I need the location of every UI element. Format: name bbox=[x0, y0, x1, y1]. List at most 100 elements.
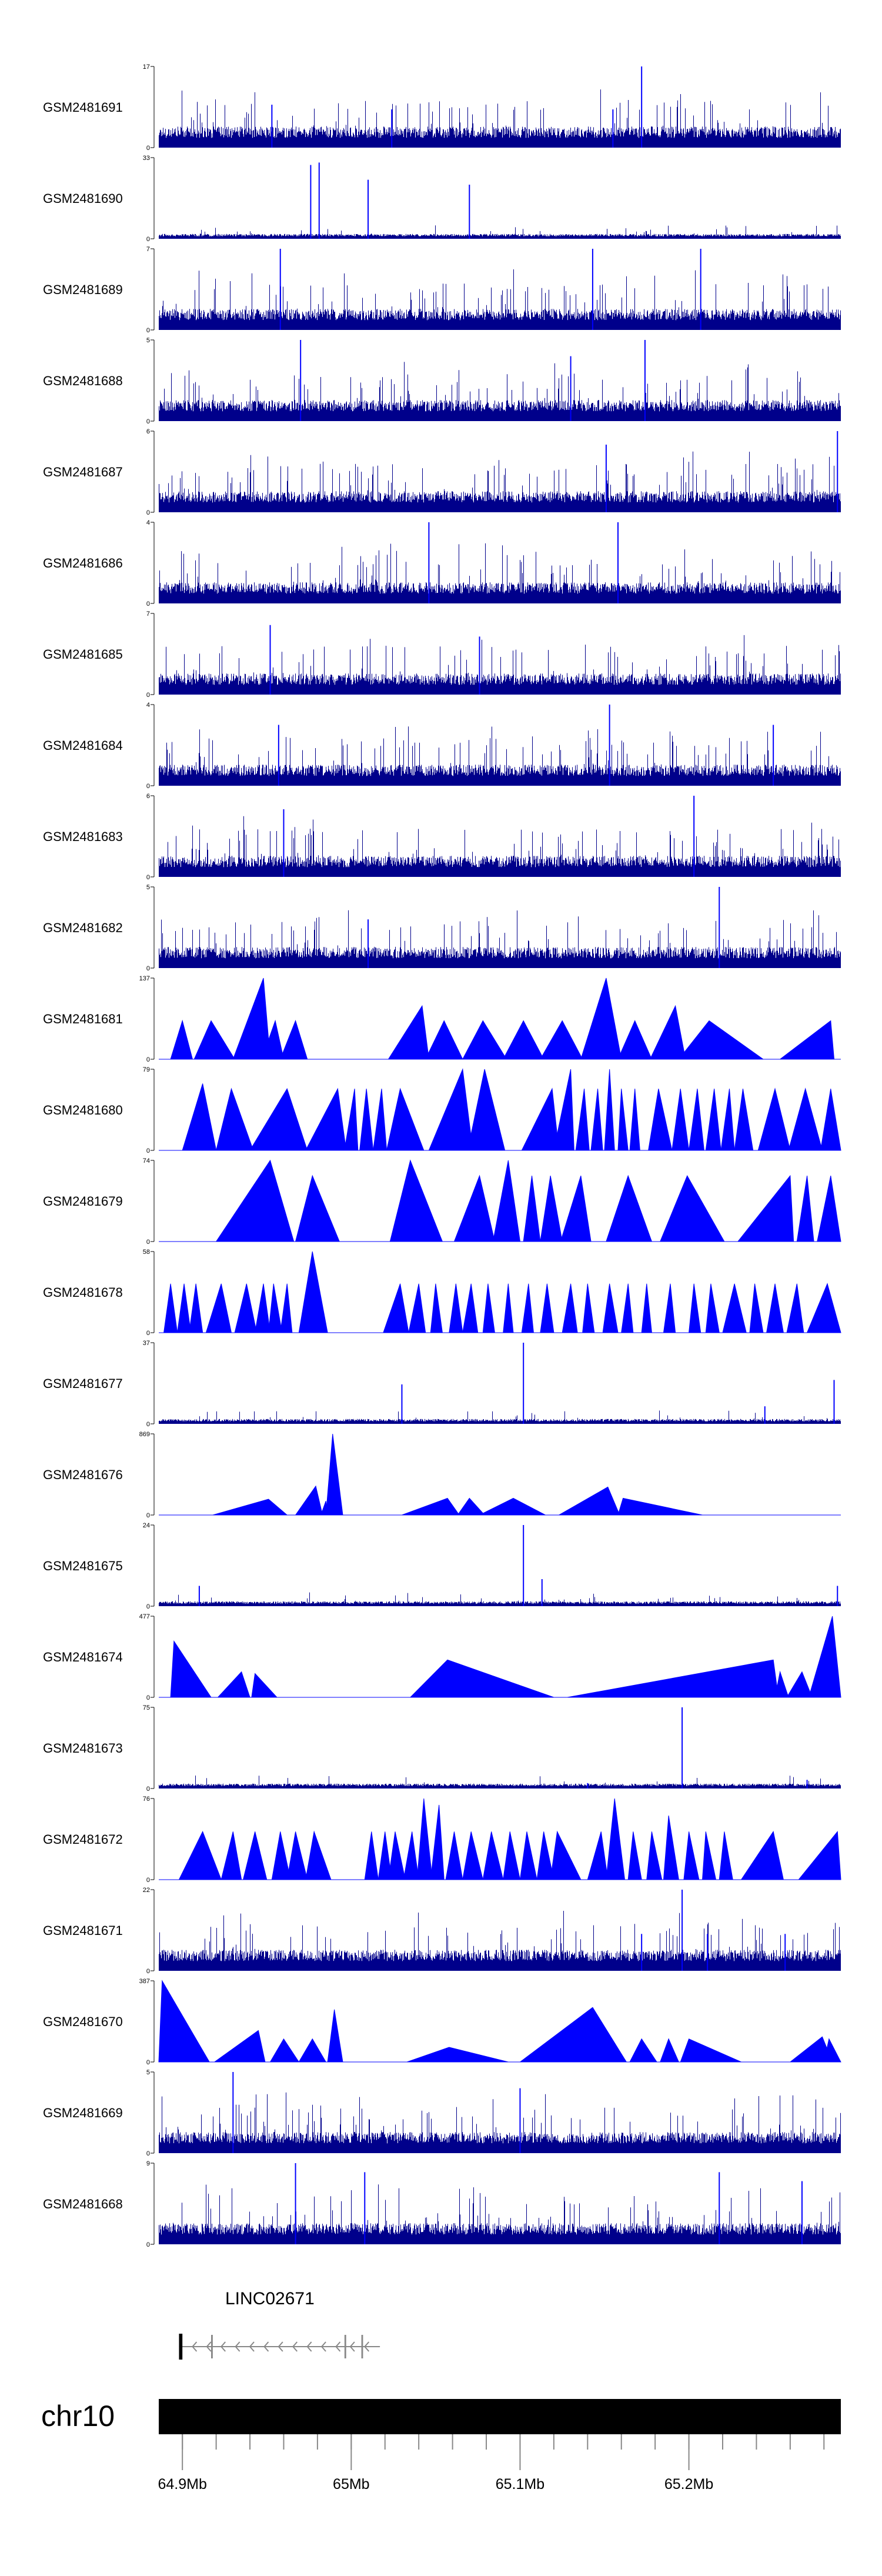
y-max-label: 79 bbox=[143, 1066, 150, 1073]
y-min-label: 0 bbox=[146, 1421, 150, 1428]
y-min-label: 0 bbox=[146, 692, 150, 699]
chromosome-ideogram: chr10 64.9Mb 65Mb 65.1Mb 65.2Mb bbox=[41, 2399, 841, 2492]
coverage-signal bbox=[159, 269, 841, 330]
y-max-label: 5 bbox=[146, 884, 150, 891]
track-label: GSM2481674 bbox=[43, 1650, 123, 1664]
coverage-peak bbox=[163, 1283, 178, 1333]
coverage-peak bbox=[786, 1671, 813, 1698]
track-label: GSM2481680 bbox=[43, 1103, 123, 1117]
y-max-label: 477 bbox=[139, 1613, 150, 1620]
coverage-peak bbox=[627, 1831, 642, 1880]
coverage-peak bbox=[177, 1283, 192, 1333]
coverage-floor bbox=[159, 595, 841, 603]
coverage-peak bbox=[295, 1485, 323, 1516]
y-min-label: 0 bbox=[146, 327, 150, 334]
track-GSM2481682: GSM2481682 5 0 bbox=[43, 884, 841, 972]
y-min-label: 0 bbox=[146, 783, 150, 790]
coverage-peak bbox=[806, 1283, 841, 1333]
coverage-peak bbox=[449, 1283, 463, 1333]
y-min-label: 0 bbox=[146, 236, 150, 243]
coverage-peak bbox=[798, 1830, 841, 1880]
coverage-peak bbox=[663, 1815, 679, 1880]
y-min-label: 0 bbox=[146, 2150, 150, 2157]
y-min-label: 0 bbox=[146, 1603, 150, 1610]
coverage-peak bbox=[387, 1005, 429, 1060]
coverage-floor bbox=[159, 2236, 841, 2244]
y-max-label: 137 bbox=[139, 975, 150, 982]
gene-exon bbox=[179, 2334, 183, 2360]
track-label: GSM2481682 bbox=[43, 920, 123, 935]
coverage-peak bbox=[406, 2047, 509, 2063]
y-max-label: 7 bbox=[146, 246, 150, 253]
y-min-label: 0 bbox=[146, 1239, 150, 1246]
track-GSM2481691: GSM2481691 17 0 bbox=[43, 64, 841, 152]
coverage-floor bbox=[159, 504, 841, 512]
y-max-label: 869 bbox=[139, 1431, 150, 1438]
coverage-signal bbox=[159, 816, 841, 877]
track-GSM2481684: GSM2481684 4 0 bbox=[43, 702, 841, 790]
coverage-peak bbox=[740, 1831, 784, 1880]
coverage-peak bbox=[720, 1089, 735, 1151]
gene-exon bbox=[344, 2335, 346, 2358]
coverage-peak bbox=[215, 1159, 295, 1242]
coverage-peak bbox=[646, 1831, 663, 1880]
y-max-label: 74 bbox=[143, 1157, 150, 1164]
coverage-peak bbox=[182, 1083, 217, 1151]
track-GSM2481675: GSM2481675 24 0 bbox=[43, 1522, 841, 1610]
y-max-label: 58 bbox=[143, 1249, 150, 1256]
coverage-peak bbox=[796, 1176, 814, 1242]
coverage-floor bbox=[159, 139, 841, 148]
coverage-peak bbox=[325, 1433, 343, 1516]
track-label: GSM2481675 bbox=[43, 1559, 123, 1573]
coverage-peak bbox=[671, 1089, 690, 1151]
coverage-peak bbox=[689, 1283, 701, 1333]
axis-tick-label: 65.2Mb bbox=[664, 2476, 713, 2492]
y-max-label: 22 bbox=[143, 1887, 150, 1894]
coverage-floor bbox=[159, 2145, 841, 2153]
coverage-peak bbox=[705, 1089, 721, 1151]
coverage-peak bbox=[305, 1830, 332, 1880]
coverage-peak bbox=[425, 1020, 463, 1060]
gene-model bbox=[179, 2334, 380, 2360]
coverage-peak bbox=[749, 1283, 764, 1333]
track-label: GSM2481691 bbox=[43, 100, 123, 115]
coverage-peak bbox=[242, 1831, 268, 1880]
coverage-signal bbox=[159, 1410, 841, 1424]
coverage-peak bbox=[205, 1283, 232, 1333]
coverage-peak bbox=[373, 1089, 387, 1151]
track-label: GSM2481679 bbox=[43, 1194, 123, 1209]
coverage-peak bbox=[540, 1020, 583, 1060]
track-GSM2481672: GSM2481672 76 0 bbox=[43, 1796, 841, 1884]
strand-arrow bbox=[235, 2341, 240, 2352]
track-GSM2481677: GSM2481677 37 0 bbox=[43, 1340, 841, 1428]
coverage-signal bbox=[159, 225, 841, 239]
coverage-peak bbox=[387, 1831, 406, 1880]
track-label: GSM2481690 bbox=[43, 191, 123, 206]
coverage-peak bbox=[457, 1497, 486, 1516]
y-min-label: 0 bbox=[146, 1877, 150, 1884]
coverage-peak bbox=[403, 1831, 419, 1880]
track-label: GSM2481687 bbox=[43, 465, 123, 479]
coverage-peak bbox=[251, 1673, 278, 1698]
coverage-signal bbox=[159, 89, 841, 148]
track-GSM2481687: GSM2481687 6 0 bbox=[43, 428, 841, 516]
track-GSM2481668: GSM2481668 9 0 bbox=[43, 2160, 841, 2248]
coverage-peak bbox=[359, 1089, 374, 1151]
coverage-peak bbox=[220, 1831, 242, 1880]
coverage-peak bbox=[269, 2038, 300, 2063]
track-label: GSM2481669 bbox=[43, 2105, 123, 2120]
coverage-peak bbox=[170, 1640, 212, 1698]
coverage-signal bbox=[159, 362, 841, 421]
coverage-peak bbox=[550, 1830, 582, 1880]
coverage-peak bbox=[279, 1020, 308, 1060]
y-max-label: 37 bbox=[143, 1340, 150, 1347]
coverage-peak bbox=[386, 1087, 425, 1151]
track-GSM2481686: GSM2481686 4 0 bbox=[43, 519, 841, 608]
coverage-peak bbox=[705, 1283, 720, 1333]
coverage-peak bbox=[641, 1283, 652, 1333]
y-min-label: 0 bbox=[146, 1786, 150, 1793]
coverage-peak bbox=[416, 1798, 433, 1880]
coverage-peak bbox=[660, 2038, 680, 2063]
track-label: GSM2481689 bbox=[43, 282, 123, 297]
